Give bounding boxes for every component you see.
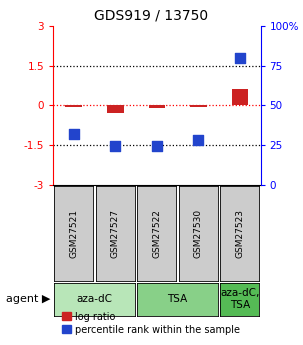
Text: TSA: TSA <box>168 294 188 304</box>
Text: GSM27522: GSM27522 <box>152 209 161 258</box>
Text: GSM27523: GSM27523 <box>235 209 244 258</box>
Point <box>113 144 118 149</box>
Text: agent ▶: agent ▶ <box>6 294 50 304</box>
Point <box>71 131 76 137</box>
Point <box>196 137 201 143</box>
Bar <box>107 105 124 113</box>
Text: aza-dC: aza-dC <box>77 294 112 304</box>
Bar <box>190 105 207 107</box>
Point <box>237 55 242 60</box>
Text: GDS919 / 13750: GDS919 / 13750 <box>95 9 208 23</box>
Point <box>154 144 159 149</box>
Legend: log ratio, percentile rank within the sample: log ratio, percentile rank within the sa… <box>58 308 244 338</box>
Bar <box>148 105 165 108</box>
Bar <box>231 89 248 105</box>
Text: aza-dC,
TSA: aza-dC, TSA <box>220 288 259 310</box>
Text: GSM27530: GSM27530 <box>194 209 203 258</box>
Text: GSM27527: GSM27527 <box>111 209 120 258</box>
Bar <box>65 105 82 107</box>
Text: GSM27521: GSM27521 <box>69 209 78 258</box>
